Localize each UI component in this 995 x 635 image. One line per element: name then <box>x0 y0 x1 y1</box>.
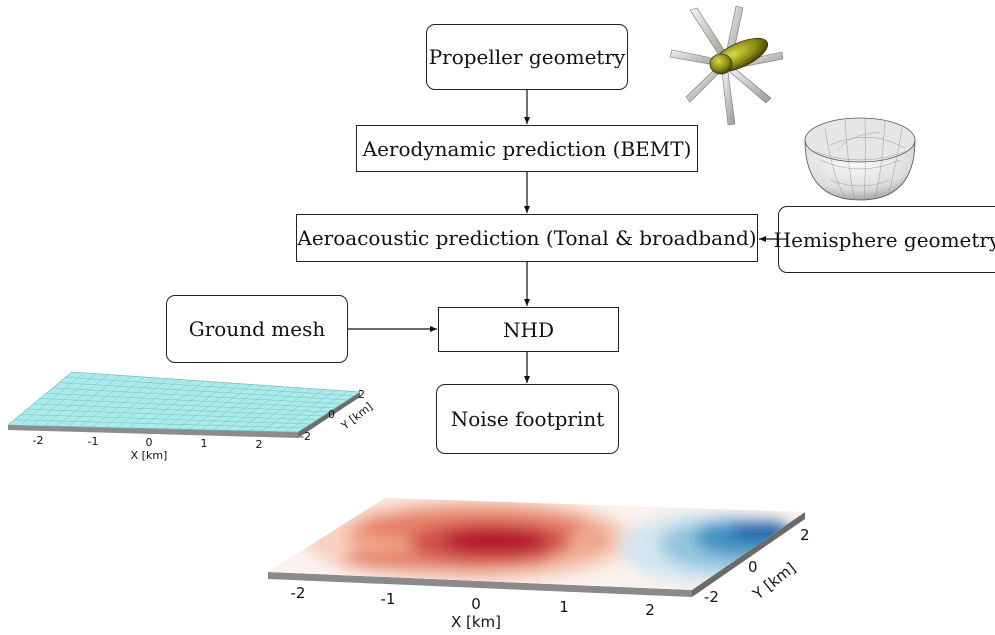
mesh-line-y <box>20 414 311 425</box>
mesh-line-y <box>7 424 299 433</box>
aerodynamic-prediction-box: Aerodynamic prediction (BEMT) <box>356 125 698 172</box>
ground-mesh-side-right <box>298 392 360 438</box>
hemisphere-rim <box>804 117 916 163</box>
footprint-side-right <box>692 512 805 597</box>
mesh-x-tick-2: -1 <box>88 435 99 448</box>
mesh-y-tick-3: 2 <box>358 388 365 401</box>
noise-footprint-box: Noise footprint <box>436 384 619 454</box>
propeller-geometry-box: Propeller geometry <box>426 24 628 90</box>
contour-red-core <box>443 529 547 553</box>
mesh-line-y <box>27 408 317 421</box>
footprint-plot: -2 -1 0 1 2 X [km] -2 0 2 Y [km] <box>268 498 810 631</box>
aeroacoustic-prediction-label: Aeroacoustic prediction (Tonal & broadba… <box>297 226 757 250</box>
mesh-line-y <box>46 392 336 409</box>
mesh-y-tick-1: -2 <box>300 430 311 443</box>
mesh-line-y <box>65 377 354 397</box>
footprint-contours <box>305 498 805 584</box>
mesh-line-y <box>14 419 305 429</box>
hemisphere-geometry-box: Hemisphere geometry <box>774 206 995 273</box>
mesh-line-y <box>52 387 342 405</box>
footprint-y-ticks: -2 0 2 <box>704 526 810 606</box>
mesh-x-tick-1: -2 <box>33 434 44 447</box>
hemisphere-illustration <box>804 117 916 201</box>
nhd-box: NHD <box>438 307 619 352</box>
propeller-illustration <box>669 5 784 126</box>
fp-x-tick-2: -1 <box>381 590 396 608</box>
mesh-x-tick-3: 0 <box>146 436 153 449</box>
fp-x-tick-3: 0 <box>471 595 481 613</box>
footprint-x-ticks: -2 -1 0 1 2 <box>291 584 655 619</box>
propeller-geometry-label: Propeller geometry <box>428 45 626 69</box>
mesh-x-label: X [km] <box>131 449 168 462</box>
fp-y-tick-1: -2 <box>704 588 719 606</box>
mesh-line-y <box>39 398 330 413</box>
mesh-y-tick-2: 0 <box>328 408 335 421</box>
hemisphere-geometry-label: Hemisphere geometry <box>773 227 995 252</box>
fp-x-tick-5: 2 <box>645 601 655 619</box>
fp-y-tick-2: 0 <box>748 558 758 576</box>
ground-mesh-side-front <box>8 425 298 438</box>
noise-footprint-label: Noise footprint <box>450 407 605 431</box>
ground-mesh-grid <box>7 371 361 433</box>
mesh-x-tick-4: 1 <box>201 437 208 450</box>
mesh-x-tick-5: 2 <box>256 438 263 451</box>
aerodynamic-prediction-label: Aerodynamic prediction (BEMT) <box>362 136 692 161</box>
fp-x-tick-4: 1 <box>559 598 569 616</box>
ground-mesh-y-ticks: -2 0 2 <box>300 388 365 443</box>
ground-mesh-plot: -2 -1 0 1 2 X [km] -2 0 2 Y [km] <box>7 371 375 462</box>
ground-mesh-x-ticks: -2 -1 0 1 2 <box>33 434 263 451</box>
mesh-line-y <box>59 382 348 401</box>
nhd-label: NHD <box>503 317 554 342</box>
footprint-side-front <box>268 572 692 597</box>
fp-x-tick-1: -2 <box>291 584 306 602</box>
fp-y-tick-3: 2 <box>800 526 810 544</box>
mesh-line-y <box>33 403 323 417</box>
aeroacoustic-prediction-box: Aeroacoustic prediction (Tonal & broadba… <box>296 214 758 262</box>
ground-mesh-box: Ground mesh <box>166 295 348 363</box>
fp-x-label: X [km] <box>451 613 501 631</box>
ground-mesh-label: Ground mesh <box>188 317 326 341</box>
propeller-hub-nose <box>709 53 733 75</box>
flow-arrows <box>348 90 778 383</box>
mesh-line-y <box>71 371 361 393</box>
